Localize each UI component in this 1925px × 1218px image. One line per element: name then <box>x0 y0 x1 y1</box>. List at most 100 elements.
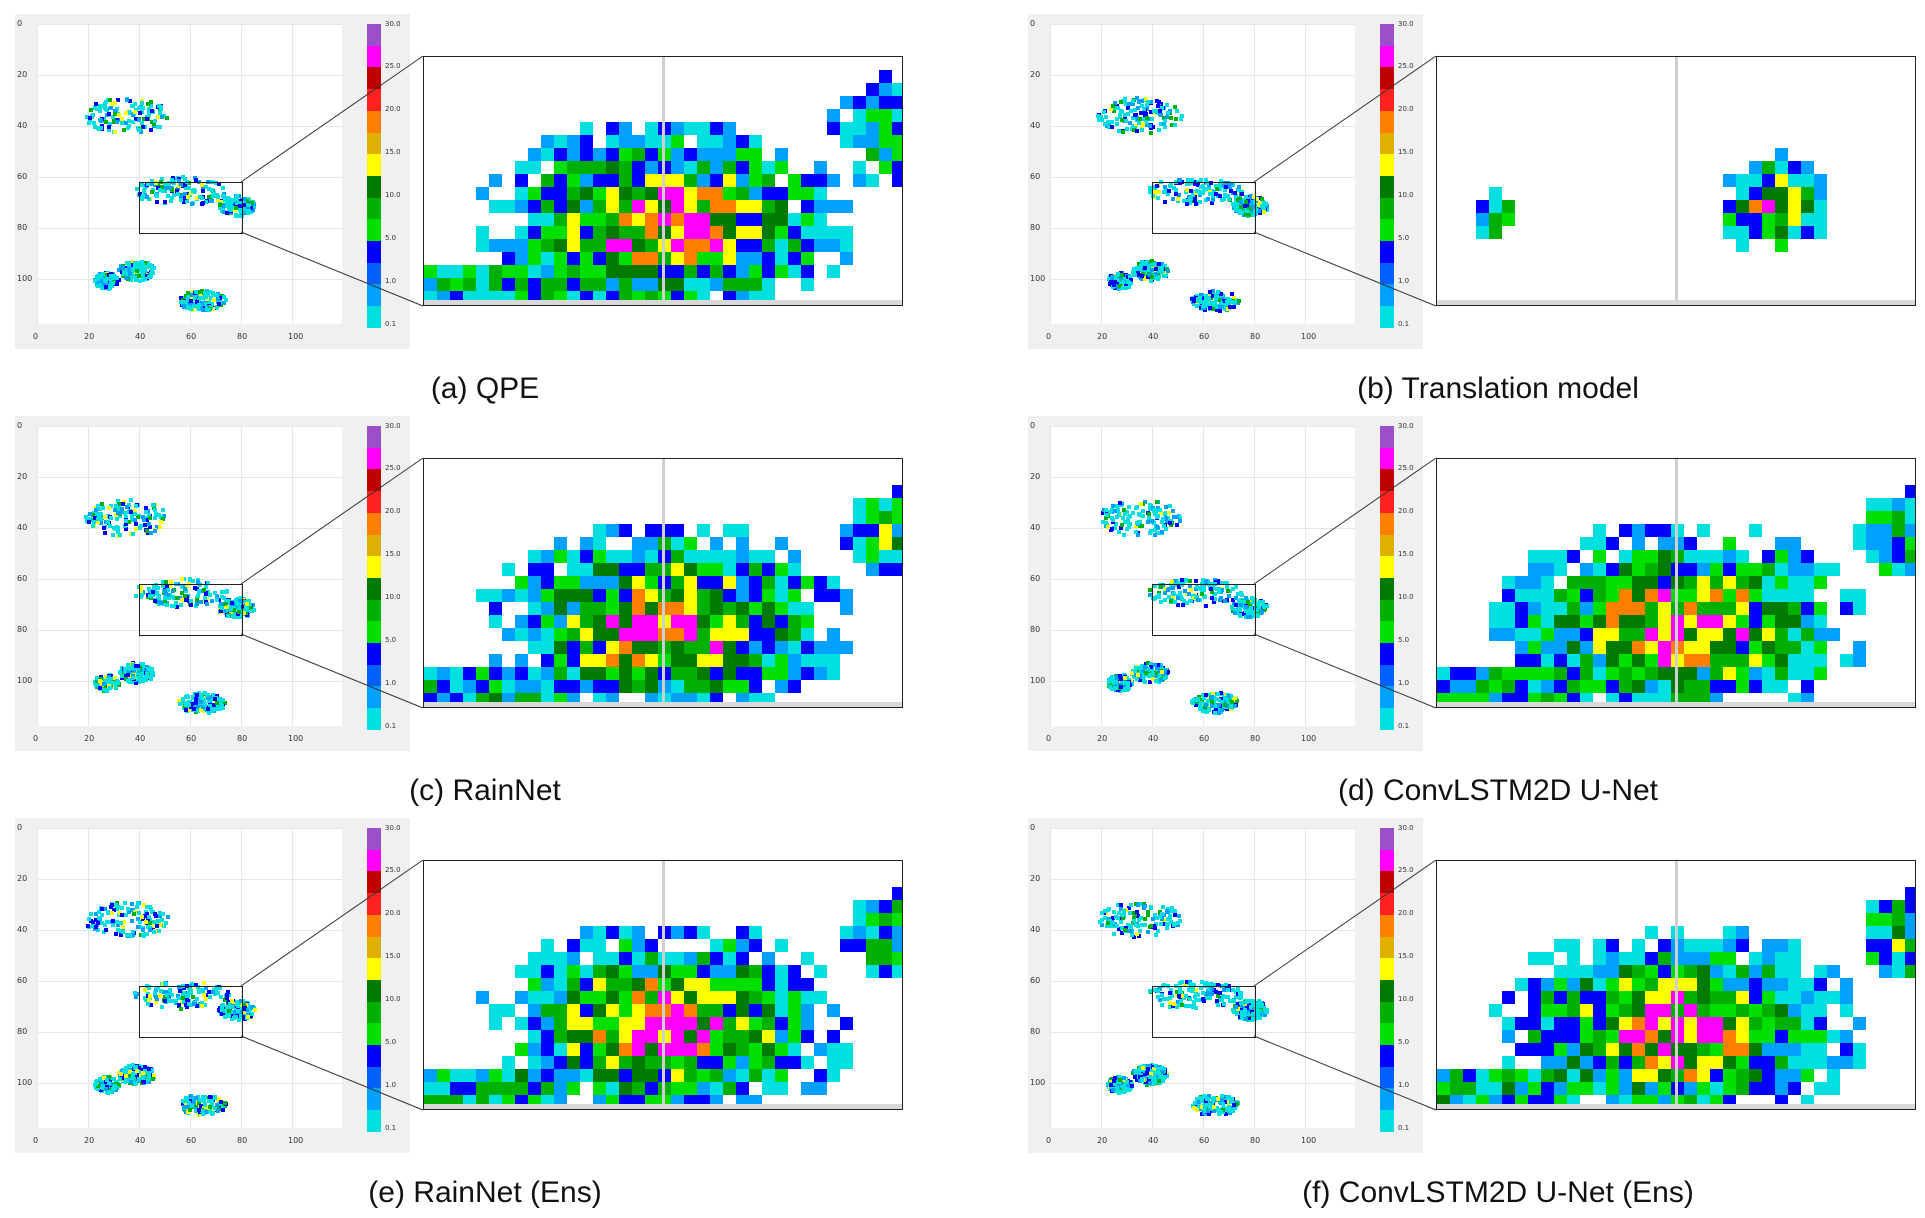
rain-cell <box>117 113 121 117</box>
zoom-cell <box>515 589 528 602</box>
zoom-cell <box>1814 187 1827 200</box>
zoom-cell <box>1658 563 1671 576</box>
zoom-cell <box>1723 667 1736 680</box>
zoom-cell <box>762 239 775 252</box>
zoom-cell <box>736 602 749 615</box>
zoom-cell <box>697 654 710 667</box>
zoom-cell <box>697 641 710 654</box>
gridline-horizontal <box>1050 126 1355 127</box>
zoom-cell <box>762 589 775 602</box>
zoom-cell <box>749 161 762 174</box>
rain-cell <box>1194 579 1198 583</box>
rain-cell <box>1105 513 1109 517</box>
rain-cell <box>1115 117 1119 121</box>
rain-cell <box>1127 505 1131 509</box>
zoom-cell <box>593 239 606 252</box>
zoom-cell <box>697 226 710 239</box>
zoom-cell <box>736 174 749 187</box>
zoom-cell <box>476 226 489 239</box>
x-tick-label: 20 <box>84 332 94 341</box>
zoom-cell <box>528 226 541 239</box>
zoom-cell <box>580 537 593 550</box>
zoom-cell <box>879 524 892 537</box>
zoom-cell <box>1866 511 1879 524</box>
zoom-cell <box>1502 213 1515 226</box>
gridline-horizontal <box>37 279 342 280</box>
rain-cell <box>135 905 139 909</box>
zoom-cell <box>1762 628 1775 641</box>
colorbar-segment <box>367 535 381 557</box>
zoom-cell <box>515 654 528 667</box>
zoom-cell <box>580 602 593 615</box>
zoom-cell <box>489 654 502 667</box>
zoom-cell <box>1619 628 1632 641</box>
rain-cell <box>105 920 109 924</box>
colorbar-tick-label: 1.0 <box>385 679 396 687</box>
zoom-bottom-band <box>424 300 902 305</box>
zoom-cell <box>1775 239 1788 252</box>
zoom-cell <box>1827 628 1840 641</box>
zoom-cell <box>1892 511 1905 524</box>
rain-cell <box>1120 118 1124 122</box>
zoom-cell <box>1645 550 1658 563</box>
y-tick-label: 20 <box>1030 70 1040 79</box>
zoom-cell <box>879 550 892 563</box>
zoom-cell <box>606 654 619 667</box>
colorbar-segment <box>1380 665 1394 687</box>
zoom-cell <box>1658 602 1671 615</box>
rain-cell <box>1143 680 1147 684</box>
zoom-cell <box>1463 667 1476 680</box>
zoom-cell <box>1710 615 1723 628</box>
rain-cell <box>103 688 107 692</box>
zoom-cell <box>541 563 554 576</box>
zoom-cell <box>606 200 619 213</box>
zoom-cell <box>697 213 710 226</box>
zoom-cell <box>671 226 684 239</box>
colorbar-segment <box>367 448 381 470</box>
rain-cell <box>1192 299 1196 303</box>
rain-cell <box>97 127 101 131</box>
zoom-divider <box>662 57 665 305</box>
rain-cell <box>114 504 118 508</box>
zoom-cell <box>1788 615 1801 628</box>
rain-cell <box>134 594 138 598</box>
zoom-cell <box>1814 200 1827 213</box>
zoom-cell <box>697 563 710 576</box>
zoom-cell <box>671 200 684 213</box>
zoom-cell <box>879 83 892 96</box>
zoom-cell <box>1749 187 1762 200</box>
zoom-cell <box>632 161 645 174</box>
rain-cell <box>187 305 191 309</box>
colorbar-segment <box>1380 89 1394 111</box>
rain-cell <box>135 262 139 266</box>
zoom-cell <box>567 161 580 174</box>
zoom-cell <box>424 680 437 693</box>
zoom-cell <box>801 239 814 252</box>
zoom-cell <box>645 654 658 667</box>
zoom-cell <box>1606 576 1619 589</box>
zoom-cell <box>1853 524 1866 537</box>
rain-cell <box>1119 677 1123 681</box>
y-tick-label: 80 <box>1030 625 1040 634</box>
zoom-cell <box>1892 524 1905 537</box>
zoom-cell <box>723 589 736 602</box>
zoom-cell <box>645 122 658 135</box>
zoom-cell <box>788 226 801 239</box>
zoom-cell <box>775 576 788 589</box>
rain-cell <box>131 676 135 680</box>
zoom-cell <box>788 187 801 200</box>
colorbar-segment <box>1380 133 1394 155</box>
zoom-cell <box>866 109 879 122</box>
inset-rectangle <box>139 182 243 234</box>
zoom-cell <box>1489 187 1502 200</box>
zoom-cell <box>1632 654 1645 667</box>
zoom-cell <box>697 278 710 291</box>
zoom-cell <box>1489 226 1502 239</box>
zoom-cell <box>541 278 554 291</box>
colorbar-segment <box>367 154 381 176</box>
zoom-cell <box>710 628 723 641</box>
rain-cell <box>247 209 251 213</box>
rain-cell <box>1165 103 1169 107</box>
zoom-cell <box>619 265 632 278</box>
zoom-cell <box>580 654 593 667</box>
